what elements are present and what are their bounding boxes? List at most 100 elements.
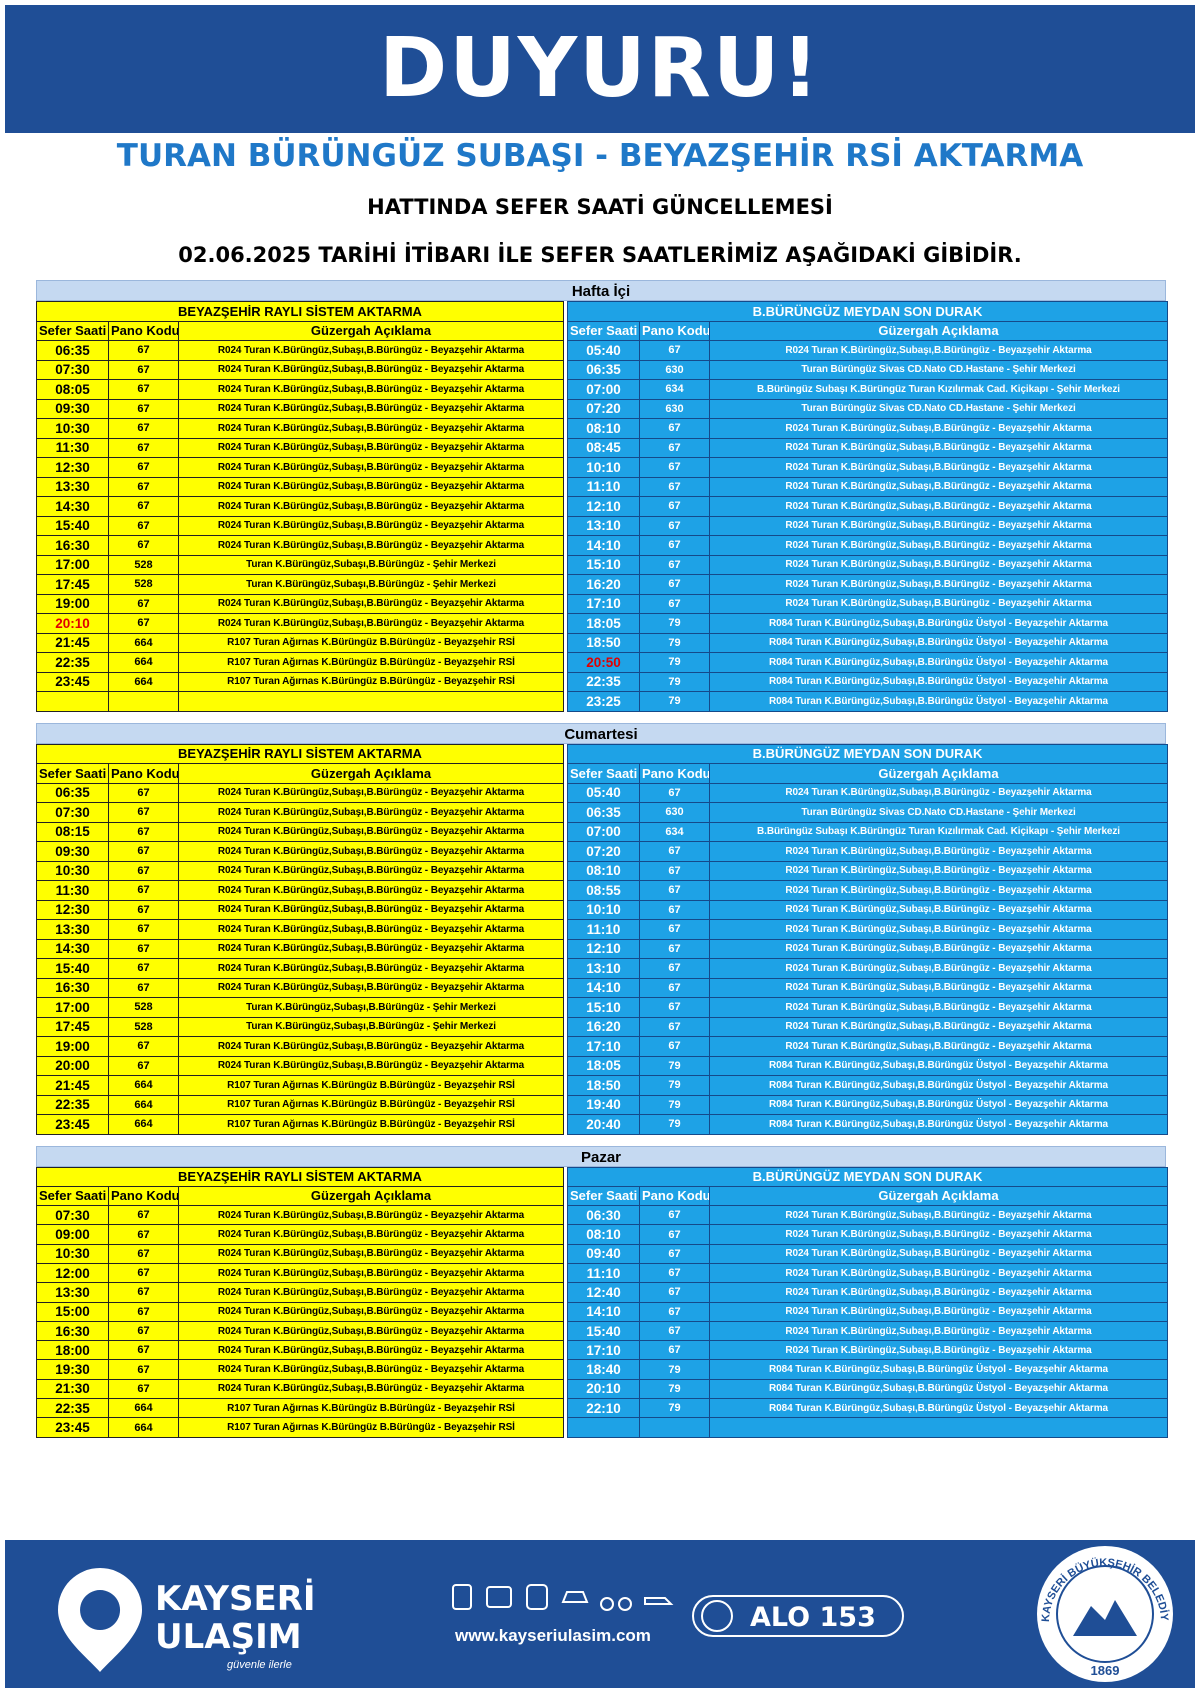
- trip-row: 21:45 664 R107 Turan Ağırnas K.Bürüngüz B.…: [36, 1075, 564, 1096]
- trip-row: 22:10 79 R084 Turan K.Bürüngüz,Subaşı,B.Bü…: [567, 1398, 1169, 1419]
- phone-number: ALO 153: [750, 1602, 876, 1633]
- route-description: R084 Turan K.Bürüngüz,Subaşı,B.Bürüngüz …: [708, 1359, 1169, 1380]
- route-description: Turan Bürüngüz Sivas CD.Nato CD.Hastane …: [708, 398, 1169, 419]
- board-code: 67: [639, 1036, 710, 1057]
- departure-time: 07:00: [567, 379, 640, 400]
- departure-time: 07:30: [36, 1205, 109, 1226]
- announcement-title: DUYURU!: [5, 5, 1195, 133]
- trip-row: 10:30 67 R024 Turan K.Bürüngüz,Subaşı,B.Bü…: [36, 1243, 564, 1264]
- trip-row: 07:00 634 B.Bürüngüz Subaşı K.Bürüngüz Tur…: [567, 821, 1169, 842]
- trip-row: 17:00 528 Turan K.Bürüngüz,Subaşı,B.Bürüng…: [36, 554, 564, 575]
- trip-row: 09:30 67 R024 Turan K.Bürüngüz,Subaşı,B.Bü…: [36, 398, 564, 419]
- trip-row: 06:35 67 R024 Turan K.Bürüngüz,Subaşı,B.Bü…: [36, 782, 564, 803]
- trip-row: 12:00 67 R024 Turan K.Bürüngüz,Subaşı,B.Bü…: [36, 1262, 564, 1284]
- route-description: R024 Turan K.Bürüngüz,Subaşı,B.Bürüngüz …: [178, 515, 564, 536]
- board-code: 67: [108, 457, 179, 478]
- departure-time: 18:00: [36, 1340, 109, 1361]
- route-description: R024 Turan K.Bürüngüz,Subaşı,B.Bürüngüz …: [708, 782, 1169, 803]
- table-caption-row: B.BÜRÜNGÜZ MEYDAN SON DURAK: [566, 743, 1169, 764]
- route-description: R024 Turan K.Bürüngüz,Subaşı,B.Bürüngüz …: [708, 554, 1169, 575]
- board-code: 67: [108, 1378, 179, 1400]
- trip-row: 19:40 79 R084 Turan K.Bürüngüz,Subaşı,B.Bü…: [567, 1094, 1169, 1115]
- departure-time: 11:30: [36, 437, 109, 458]
- departure-time: 18:40: [567, 1359, 640, 1380]
- departure-time: 05:40: [567, 782, 640, 803]
- board-code: 634: [639, 821, 710, 842]
- route-description: R024 Turan K.Bürüngüz,Subaşı,B.Bürüngüz …: [178, 418, 564, 439]
- board-code: 79: [639, 1359, 710, 1380]
- route-description: R024 Turan K.Bürüngüz,Subaşı,B.Bürüngüz …: [178, 821, 564, 842]
- departure-time: 09:00: [36, 1224, 109, 1245]
- table-caption-row: B.BÜRÜNGÜZ MEYDAN SON DURAK: [566, 1166, 1169, 1187]
- departure-time: 08:15: [36, 821, 109, 842]
- board-code: 79: [639, 613, 710, 634]
- trip-row: 17:10 67 R024 Turan K.Bürüngüz,Subaşı,B.Bü…: [567, 1036, 1169, 1057]
- timetable: B.BÜRÜNGÜZ MEYDAN SON DURAK Sefer Saati Pa…: [566, 301, 1169, 712]
- board-code: 67: [108, 841, 179, 862]
- trip-row: 15:40 67 R024 Turan K.Bürüngüz,Subaşı,B.Bü…: [36, 515, 564, 536]
- trip-row: 20:40 79 R084 Turan K.Bürüngüz,Subaşı,B.Bü…: [567, 1114, 1169, 1135]
- board-code: 67: [639, 1016, 710, 1037]
- route-description: R024 Turan K.Bürüngüz,Subaşı,B.Bürüngüz …: [178, 880, 564, 901]
- table-title: B.BÜRÜNGÜZ MEYDAN SON DURAK: [566, 1166, 1169, 1187]
- route-description: Turan K.Bürüngüz,Subaşı,B.Bürüngüz - Şeh…: [178, 554, 564, 575]
- trip-row: 20:00 67 R024 Turan K.Bürüngüz,Subaşı,B.Bü…: [36, 1055, 564, 1076]
- board-code: 67: [108, 1055, 179, 1076]
- route-description: R107 Turan Ağırnas K.Bürüngüz B.Bürüngüz…: [178, 1398, 564, 1419]
- departure-time: 14:30: [36, 938, 109, 959]
- departure-time: 19:30: [36, 1359, 109, 1380]
- route-description: R024 Turan K.Bürüngüz,Subaşı,B.Bürüngüz …: [708, 1205, 1169, 1226]
- column-header: Güzergah Açıklama: [178, 763, 564, 784]
- trip-row: 10:10 67 R024 Turan K.Bürüngüz,Subaşı,B.Bü…: [567, 457, 1169, 478]
- column-header: Sefer Saati: [567, 1185, 640, 1207]
- departure-time: 12:30: [36, 457, 109, 478]
- departure-time: 20:40: [567, 1114, 640, 1135]
- departure-time: 07:30: [36, 359, 109, 380]
- board-code: 67: [108, 398, 179, 419]
- route-title: TURAN BÜRÜNGÜZ SUBAŞI - BEYAZŞEHİR RSİ A…: [116, 138, 1084, 174]
- trip-row: 19:30 67 R024 Turan K.Bürüngüz,Subaşı,B.Bü…: [36, 1359, 564, 1380]
- route-description: R024 Turan K.Bürüngüz,Subaşı,B.Bürüngüz …: [178, 398, 564, 419]
- trip-row: 06:35 630 Turan Bürüngüz Sivas CD.Nato CD.…: [567, 359, 1169, 380]
- route-description: R084 Turan K.Bürüngüz,Subaşı,B.Bürüngüz …: [708, 1075, 1169, 1096]
- trip-row: 11:10 67 R024 Turan K.Bürüngüz,Subaşı,B.Bü…: [567, 476, 1169, 497]
- route-description: R024 Turan K.Bürüngüz,Subaşı,B.Bürüngüz …: [178, 476, 564, 497]
- route-description: R024 Turan K.Bürüngüz,Subaşı,B.Bürüngüz …: [708, 457, 1169, 478]
- departure-time: 19:00: [36, 593, 109, 614]
- brand-name: KAYSERİ: [155, 1578, 316, 1619]
- trip-row: 21:45 664 R107 Turan Ağırnas K.Bürüngüz B.…: [36, 632, 564, 653]
- trip-row: 13:30 67 R024 Turan K.Bürüngüz,Subaşı,B.Bü…: [36, 476, 564, 497]
- board-code: 67: [639, 1224, 710, 1245]
- board-code: 67: [108, 613, 179, 634]
- departure-time: 11:10: [567, 919, 640, 940]
- route-description: [178, 691, 564, 712]
- trip-row: 14:30 67 R024 Turan K.Bürüngüz,Subaşı,B.Bü…: [36, 938, 564, 959]
- column-header: Sefer Saati: [36, 763, 109, 784]
- route-description: R024 Turan K.Bürüngüz,Subaşı,B.Bürüngüz …: [178, 802, 564, 823]
- column-header-row: Sefer Saati Pano Kodu Güzergah Açıklama: [36, 320, 564, 341]
- trip-row: 11:30 67 R024 Turan K.Bürüngüz,Subaşı,B.Bü…: [36, 880, 564, 901]
- route-description: R024 Turan K.Bürüngüz,Subaşı,B.Bürüngüz …: [178, 860, 564, 881]
- board-code: 67: [108, 418, 179, 439]
- board-code: 67: [108, 938, 179, 959]
- trip-row: 06:35 67 R024 Turan K.Bürüngüz,Subaşı,B.Bü…: [36, 340, 564, 361]
- board-code: 67: [639, 899, 710, 920]
- table-caption-row: BEYAZŞEHİR RAYLI SİSTEM AKTARMA: [36, 743, 564, 764]
- trip-row: 08:05 67 R024 Turan K.Bürüngüz,Subaşı,B.Bü…: [36, 379, 564, 400]
- route-description: R024 Turan K.Bürüngüz,Subaşı,B.Bürüngüz …: [708, 1262, 1169, 1284]
- departure-time: 08:55: [567, 880, 640, 901]
- column-header: Güzergah Açıklama: [178, 320, 564, 341]
- trip-row: 16:20 67 R024 Turan K.Bürüngüz,Subaşı,B.Bü…: [567, 574, 1169, 595]
- trip-row: 06:35 630 Turan Bürüngüz Sivas CD.Nato CD.…: [567, 802, 1169, 823]
- route-description: R107 Turan Ağırnas K.Bürüngüz B.Bürüngüz…: [178, 1094, 564, 1115]
- departure-time: 13:30: [36, 1282, 109, 1303]
- table-title: BEYAZŞEHİR RAYLI SİSTEM AKTARMA: [36, 743, 564, 764]
- route-description: R084 Turan K.Bürüngüz,Subaşı,B.Bürüngüz …: [708, 671, 1169, 692]
- column-header: Pano Kodu: [108, 1185, 179, 1207]
- board-code: 79: [639, 1055, 710, 1076]
- board-code: 67: [108, 515, 179, 536]
- trip-row: 13:30 67 R024 Turan K.Bürüngüz,Subaşı,B.Bü…: [36, 919, 564, 940]
- route-description: R024 Turan K.Bürüngüz,Subaşı,B.Bürüngüz …: [178, 958, 564, 979]
- board-code: 67: [108, 379, 179, 400]
- route-description: R024 Turan K.Bürüngüz,Subaşı,B.Bürüngüz …: [178, 613, 564, 634]
